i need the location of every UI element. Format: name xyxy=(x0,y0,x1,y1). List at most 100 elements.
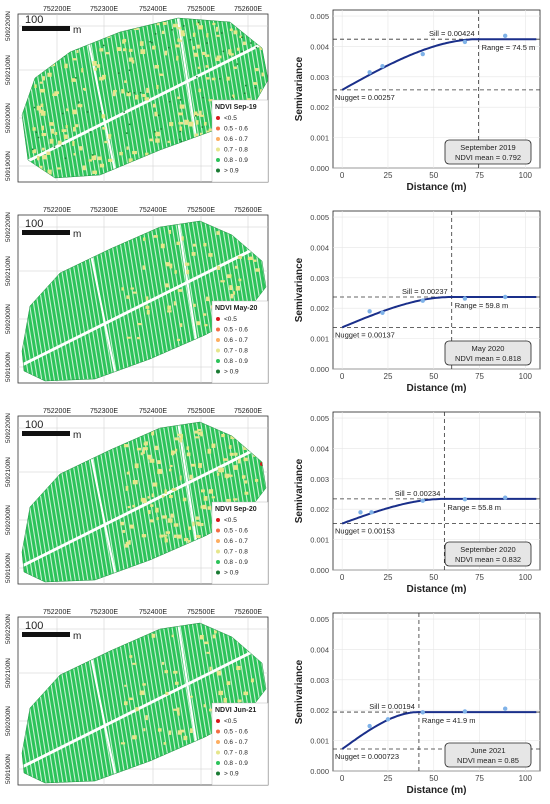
legend-label: <0.5 xyxy=(224,517,237,524)
ndvi-pixel xyxy=(223,697,227,703)
ndvi-pixel xyxy=(174,681,179,685)
ndvi-pixel xyxy=(132,480,138,485)
legend-label: <0.5 xyxy=(224,718,237,725)
ndvi-pixel xyxy=(132,150,137,155)
ndvi-pixel xyxy=(215,57,220,62)
ndvi-pixel xyxy=(215,26,219,32)
ndvi-pixel xyxy=(79,146,83,151)
ndvi-pixel xyxy=(220,467,224,473)
ndvi-pixel xyxy=(134,463,139,469)
x-tick-label: 0 xyxy=(340,171,345,180)
ndvi-pixel xyxy=(178,112,183,116)
ndvi-pixel xyxy=(128,57,134,62)
ndvi-pixel xyxy=(177,730,182,735)
y-axis-title: Semivariance xyxy=(294,458,305,523)
ndvi-pixel xyxy=(184,119,189,123)
x-tick-label: 75 xyxy=(475,573,484,582)
ndvi-pixel xyxy=(167,140,171,143)
ndvi-pixel xyxy=(147,454,152,460)
ndvi-pixel xyxy=(203,704,206,708)
field-alley xyxy=(22,38,268,172)
ndvi-pixel xyxy=(119,151,123,156)
map-x-tick-label: 752200E xyxy=(43,6,71,13)
ndvi-pixel xyxy=(121,89,125,94)
ndvi-pixel xyxy=(124,684,127,687)
empirical-point xyxy=(420,298,425,303)
ndvi-pixel xyxy=(203,121,207,126)
ndvi-pixel xyxy=(142,447,148,451)
x-axis-title: Distance (m) xyxy=(406,584,466,595)
ndvi-pixel xyxy=(167,46,170,49)
x-tick-label: 75 xyxy=(475,171,484,180)
ndvi-pixel xyxy=(154,111,158,117)
ndvi-pixel xyxy=(179,729,185,733)
ndvi-pixel xyxy=(195,516,200,520)
legend-title: NDVI Jun-21 xyxy=(215,707,256,714)
ndvi-pixel xyxy=(186,452,191,457)
map-x-tick-label: 752600E xyxy=(234,609,262,616)
ndvi-pixel xyxy=(229,452,234,456)
ndvi-pixel xyxy=(243,457,248,462)
ndvi-pixel xyxy=(163,742,167,745)
ndvi-pixel xyxy=(201,522,204,527)
ndvi-pixel xyxy=(177,27,182,30)
legend-label: 0.5 - 0.6 xyxy=(224,729,248,736)
ndvi-pixel xyxy=(64,157,67,160)
legend-label: > 0.9 xyxy=(224,369,239,376)
ndvi-pixel xyxy=(64,63,68,69)
y-tick-label: 0.000 xyxy=(310,164,329,173)
ndvi-pixel xyxy=(237,255,242,259)
map-y-tick-label: 5092000N xyxy=(5,706,12,736)
ndvi-pixel xyxy=(154,33,157,35)
field-polygon xyxy=(22,221,266,381)
ndvi-pixel xyxy=(47,169,52,175)
ndvi-pixel xyxy=(102,74,106,80)
ndvi-pixel xyxy=(188,121,194,127)
legend-label: 0.8 - 0.9 xyxy=(224,559,248,566)
range-label: Range = 74.5 m xyxy=(482,43,536,52)
ndvi-pixel xyxy=(42,147,45,151)
ndvi-pixel xyxy=(117,72,120,74)
ndvi-pixel xyxy=(212,634,216,639)
map-y-tick-label: 5091900N xyxy=(5,553,12,583)
ndvi-pixel xyxy=(163,534,168,537)
ndvi-pixel xyxy=(132,662,137,665)
scale-bar xyxy=(22,26,70,31)
ndvi-pixel xyxy=(179,437,183,443)
ndvi-pixel xyxy=(177,433,183,437)
ndvi-pixel xyxy=(97,156,102,161)
x-tick-label: 75 xyxy=(475,372,484,381)
ndvi-pixel xyxy=(155,507,159,513)
ndvi-pixel xyxy=(192,46,196,50)
ndvi-pixel xyxy=(179,104,185,109)
field-alley xyxy=(22,641,266,775)
ndvi-pixel xyxy=(128,48,133,52)
ndvi-pixel xyxy=(184,262,190,266)
ndvi-pixel xyxy=(92,170,97,174)
ndvi-pixel xyxy=(198,25,203,30)
ndvi-pixel xyxy=(214,630,217,634)
ndvi-pixel xyxy=(157,460,161,465)
ndvi-pixel xyxy=(65,125,68,129)
ndvi-pixel xyxy=(77,104,83,108)
empirical-point xyxy=(369,510,374,515)
nugget-label: Nugget = 0.000723 xyxy=(335,752,399,761)
scale-bar-label: 100 xyxy=(25,419,43,431)
ndvi-pixel xyxy=(62,112,64,115)
legend-label: 0.6 - 0.7 xyxy=(224,739,248,746)
map-x-tick-label: 752600E xyxy=(234,207,262,214)
ndvi-pixel xyxy=(204,54,210,57)
legend-swatch xyxy=(216,570,220,575)
sill-label: Sill = 0.00234 xyxy=(395,489,441,498)
ndvi-pixel xyxy=(254,68,259,72)
x-tick-label: 100 xyxy=(519,573,533,582)
ndvi-pixel xyxy=(40,110,46,116)
ndvi-pixel xyxy=(232,291,236,295)
ndvi-pixel xyxy=(37,136,40,139)
map-y-tick-label: 5092200N xyxy=(5,11,12,41)
x-tick-label: 0 xyxy=(340,774,345,783)
ndvi-pixel xyxy=(177,289,183,292)
ndvi-pixel xyxy=(145,715,148,721)
ndvi-pixel xyxy=(200,431,203,437)
ndvi-pixel xyxy=(177,712,180,716)
